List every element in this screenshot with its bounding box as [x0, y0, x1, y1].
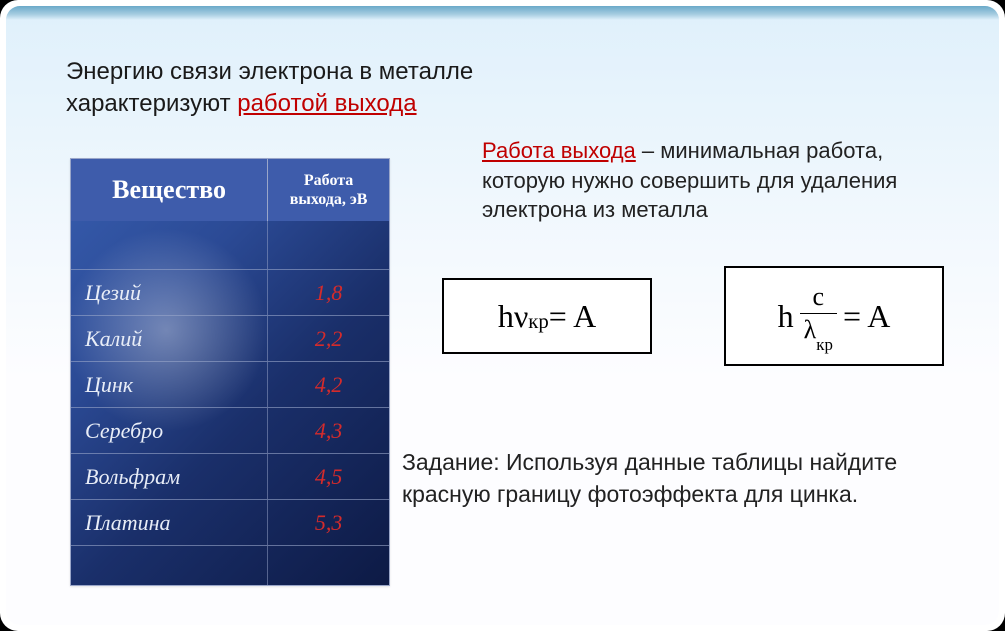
work-function-table: Вещество Работа выхода, эВ Цезий1,8Калий… — [70, 158, 390, 586]
f1-h: h — [498, 298, 514, 335]
table-body: Цезий1,8Калий2,2Цинк4,2Серебро4,3Вольфра… — [71, 221, 389, 585]
f2-h: h — [778, 298, 794, 335]
f2-den: λкр — [800, 314, 837, 348]
heading-line2-pre: характеризуют — [66, 90, 237, 117]
th-work: Работа выхода, эВ — [268, 167, 389, 213]
heading-line1: Энергию связи электрона в металле — [66, 58, 473, 85]
cell-substance: Платина — [71, 500, 268, 545]
table-row: Калий2,2 — [71, 315, 389, 361]
definition-block: Работа выхода – минимальная работа, кото… — [482, 136, 962, 225]
cell-value: 4,3 — [268, 418, 389, 444]
cell-value: 4,5 — [268, 464, 389, 490]
table-bottom-spacer — [71, 545, 389, 585]
f2-fraction: c λкр — [800, 284, 837, 348]
f2-lambda: λ — [804, 315, 817, 344]
th-substance: Вещество — [71, 159, 268, 221]
formula-hnu-eq-a: hνкр = A — [442, 278, 652, 354]
table-row: Платина5,3 — [71, 499, 389, 545]
f2-eq: = A — [843, 298, 890, 335]
f1-sub: кр — [528, 310, 549, 334]
th-work-line2: выхода, эВ — [290, 191, 368, 208]
cell-substance: Калий — [71, 316, 268, 361]
slide-container: Энергию связи электрона в металле характ… — [0, 0, 1005, 631]
f1-nu: ν — [514, 298, 528, 335]
th-work-line1: Работа — [304, 172, 353, 189]
cell-value: 2,2 — [268, 326, 389, 352]
cell-substance: Цинк — [71, 362, 268, 407]
cell-substance: Вольфрам — [71, 454, 268, 499]
f1-eq: = A — [549, 298, 596, 335]
cell-substance: Цезий — [71, 270, 268, 315]
table-row: Серебро4,3 — [71, 407, 389, 453]
table-row: Вольфрам4,5 — [71, 453, 389, 499]
cell-value: 1,8 — [268, 280, 389, 306]
formula-hc-lambda-eq-a: h c λкр = A — [724, 266, 944, 366]
heading-keyword: работой выхода — [237, 90, 416, 117]
table-row: Цинк4,2 — [71, 361, 389, 407]
cell-value: 4,2 — [268, 372, 389, 398]
task-text: Задание: Используя данные таблицы найдит… — [402, 446, 962, 510]
table-top-spacer — [71, 221, 389, 269]
definition-keyword: Работа выхода — [482, 138, 636, 163]
cell-value: 5,3 — [268, 510, 389, 536]
slide: Энергию связи электрона в металле характ… — [6, 6, 999, 625]
table-header: Вещество Работа выхода, эВ — [71, 159, 389, 221]
cell-substance: Серебро — [71, 408, 268, 453]
slide-top-accent — [6, 6, 999, 20]
table-row: Цезий1,8 — [71, 269, 389, 315]
heading: Энергию связи электрона в металле характ… — [66, 56, 473, 121]
f2-den-sub: кр — [816, 335, 833, 354]
f2-num: c — [800, 284, 837, 314]
